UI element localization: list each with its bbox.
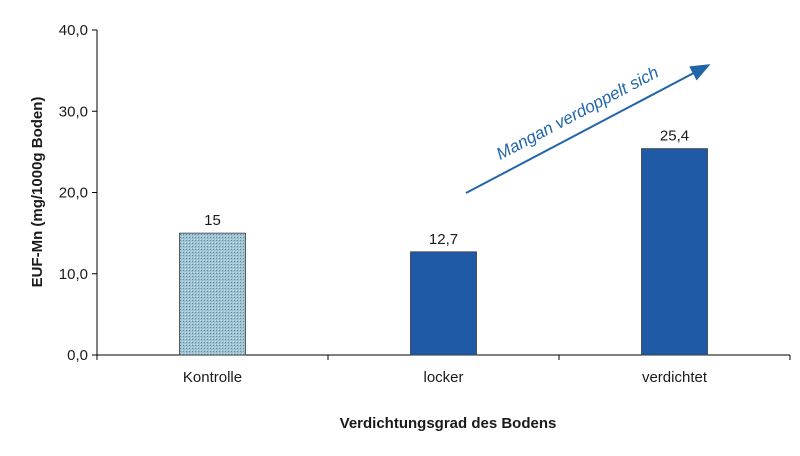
x-tick-label: Kontrolle [183, 369, 242, 386]
trend-arrow [465, 64, 711, 194]
x-tick-label: locker [423, 369, 463, 386]
y-tick-label: 10,0 [59, 266, 88, 283]
annotation-label: Mangan verdoppelt sich [493, 63, 662, 164]
y-tick-label: 0,0 [67, 347, 88, 364]
y-tick-label: 30,0 [59, 103, 88, 120]
x-tick-label: verdichtet [642, 369, 708, 386]
y-tick-label: 40,0 [59, 22, 88, 39]
bar-kontrolle [179, 232, 246, 356]
bar-verdichtet [641, 148, 708, 356]
y-tick-label: 20,0 [59, 185, 88, 202]
data-label: 12,7 [429, 231, 458, 248]
x-axis-title: Verdichtungsgrad des Bodens [340, 415, 557, 432]
y-axis-title: EUF-Mn (mg/1000g Boden) [29, 97, 46, 288]
data-label: 15 [204, 212, 221, 229]
data-label: 25,4 [660, 128, 689, 145]
bar-locker [410, 251, 477, 356]
